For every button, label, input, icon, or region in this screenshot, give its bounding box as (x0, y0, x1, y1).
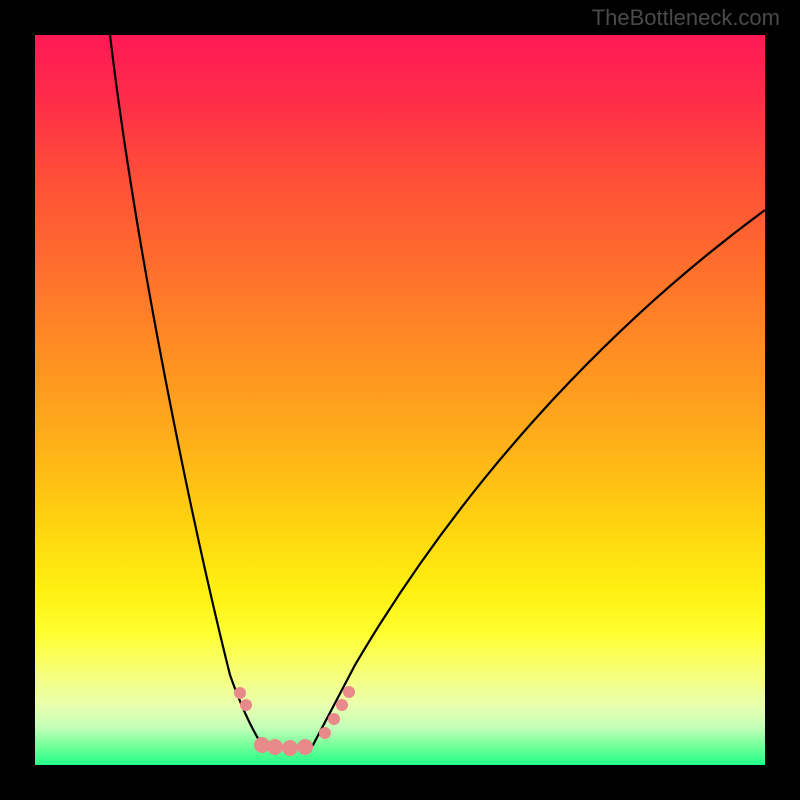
plot-area (35, 35, 765, 765)
valley-dot (297, 739, 313, 755)
valley-dot (343, 686, 355, 698)
valley-dot (234, 687, 246, 699)
valley-dot (267, 739, 283, 755)
valley-dot (282, 740, 298, 756)
valley-dot (336, 699, 348, 711)
valley-dot (328, 713, 340, 725)
v-curve-path (110, 35, 765, 748)
valley-dots (234, 686, 355, 756)
valley-dot (319, 727, 331, 739)
valley-dot (240, 699, 252, 711)
watermark-text: TheBottleneck.com (592, 5, 780, 31)
bottleneck-curve (35, 35, 765, 765)
